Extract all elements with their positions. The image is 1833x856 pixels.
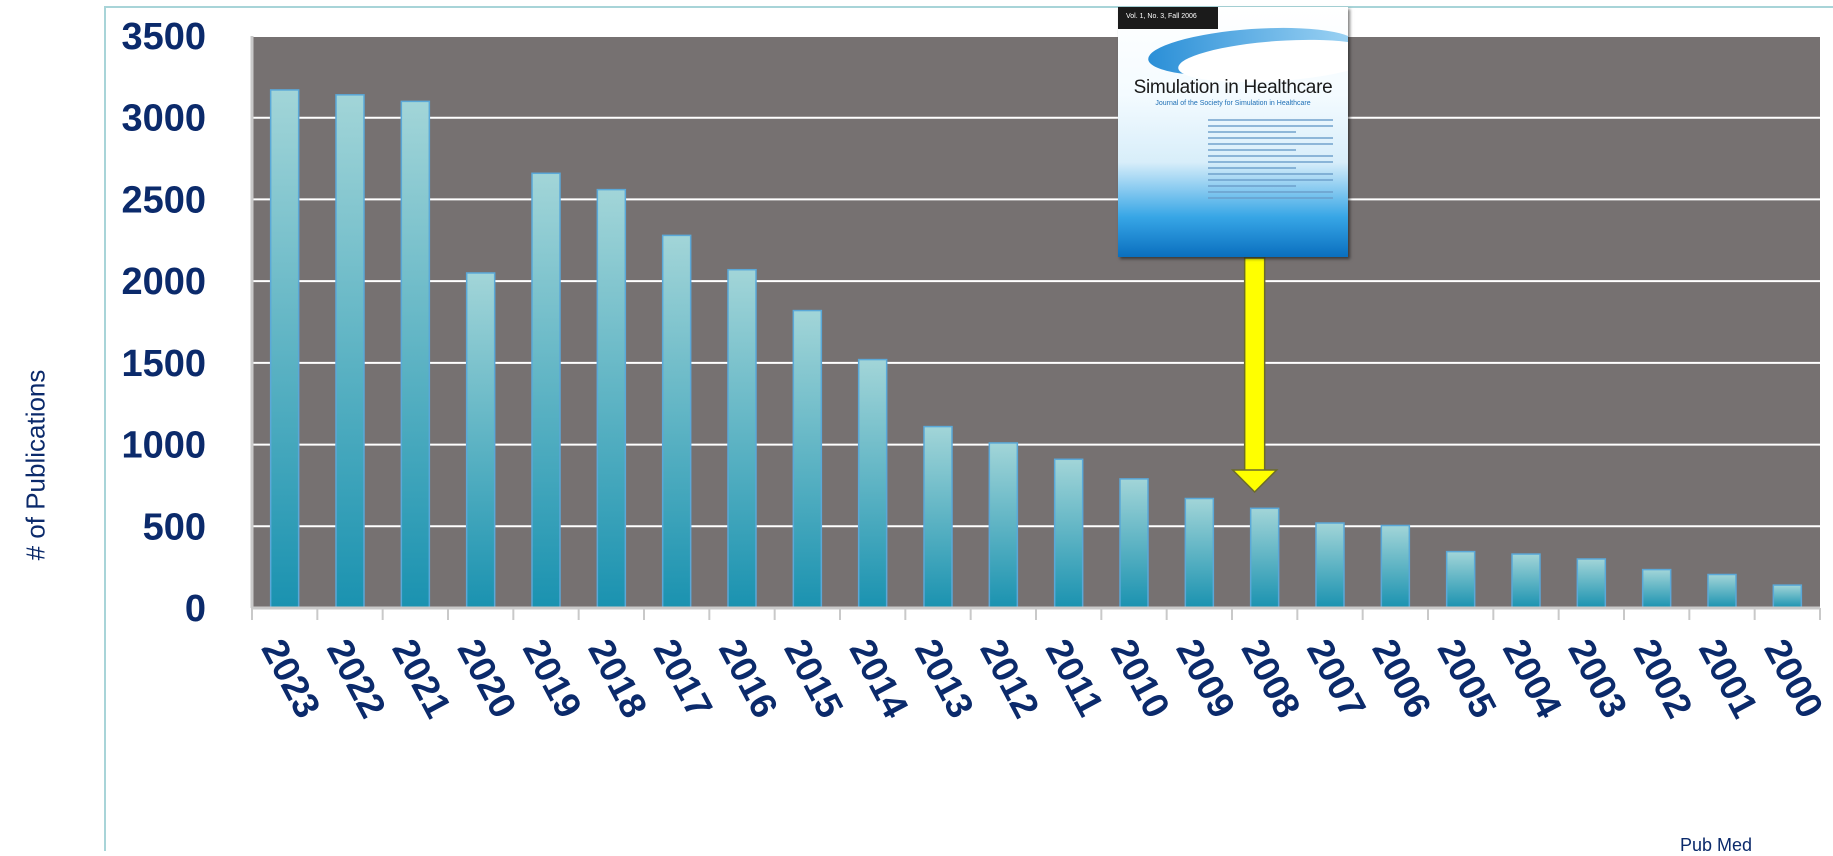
bar-2012 <box>988 442 1019 609</box>
plot-area <box>252 36 1820 608</box>
gridlines <box>252 35 1820 528</box>
x-tick-label: 2015 <box>776 633 851 725</box>
bar-2015 <box>792 309 823 609</box>
bar-2001 <box>1707 573 1737 609</box>
bar-2003 <box>1576 558 1607 609</box>
bar-2008 <box>1249 507 1280 609</box>
bar-2006 <box>1380 524 1411 609</box>
y-tick-label: 0 <box>185 588 206 630</box>
bar-2021 <box>400 100 431 609</box>
x-tick-label: 2008 <box>1234 633 1309 725</box>
x-tick-label: 2022 <box>319 633 394 725</box>
x-tick-label: 2005 <box>1430 633 1505 725</box>
bar-2023 <box>269 89 300 609</box>
annotation-arrow <box>1230 257 1279 494</box>
bar-2017 <box>661 234 692 609</box>
x-tick-label: 2023 <box>254 633 329 725</box>
y-tick-label: 3000 <box>121 98 206 140</box>
journal-cover-image: Vol. 1, No. 3, Fall 2006 Simulation in H… <box>1118 7 1348 257</box>
bar-2016 <box>727 268 757 609</box>
y-tick-label: 2500 <box>121 179 206 221</box>
x-tick-label: 2020 <box>450 633 525 725</box>
bar-2004 <box>1511 553 1541 609</box>
bar-2019 <box>531 172 561 609</box>
cover-header-band: Vol. 1, No. 3, Fall 2006 <box>1118 7 1218 29</box>
y-tick-label: 1000 <box>121 425 206 467</box>
y-tick-label: 3500 <box>121 16 206 58</box>
x-tick-label: 2016 <box>711 633 786 725</box>
y-tick-label: 1500 <box>121 343 206 385</box>
cover-subtitle: Journal of the Society for Simulation in… <box>1155 100 1311 107</box>
bar-2002 <box>1641 568 1672 609</box>
bar-2018 <box>596 188 627 609</box>
x-tick-label: 2012 <box>972 633 1047 725</box>
bar-2010 <box>1119 478 1149 609</box>
cover-text-lines <box>1208 115 1333 203</box>
x-tick-label: 2014 <box>842 633 917 725</box>
x-tick-label: 2017 <box>646 633 721 725</box>
bar-2007 <box>1315 522 1345 609</box>
x-tick-label: 2019 <box>515 633 590 725</box>
x-tick-label: 2010 <box>1103 633 1178 725</box>
arrow-shaft <box>1243 257 1266 473</box>
bar-2000 <box>1772 584 1803 609</box>
bars <box>269 89 1803 609</box>
bar-2013 <box>923 425 953 609</box>
bar-2011 <box>1053 458 1084 609</box>
axes <box>250 36 1821 620</box>
y-tick-label: 2000 <box>121 261 206 303</box>
bar-2022 <box>335 94 365 609</box>
cover-title: Simulation in Healthcare <box>1133 77 1333 98</box>
x-tick-label: 2004 <box>1495 633 1570 725</box>
bar-2014 <box>857 358 888 609</box>
x-tick-label: 2006 <box>1364 633 1439 725</box>
bar-2009 <box>1184 497 1215 609</box>
x-tick-label: 2000 <box>1756 633 1831 725</box>
x-tick-label: 2011 <box>1038 633 1112 723</box>
x-tick-label: 2018 <box>580 633 655 725</box>
bar-2005 <box>1445 550 1476 609</box>
x-tick-label: 2003 <box>1560 633 1635 725</box>
y-tick-labels: 0 500 1000 1500 2000 2500 3000 3500 <box>121 16 206 630</box>
cover-volume: Vol. 1, No. 3, Fall 2006 <box>1126 13 1197 20</box>
x-tick-label: 2001 <box>1691 633 1766 725</box>
chart-frame <box>104 6 1833 851</box>
x-tick-label: 2013 <box>907 633 982 725</box>
arrow-head <box>1230 469 1279 494</box>
bar-2020 <box>465 272 496 609</box>
x-tick-label: 2009 <box>1168 633 1243 725</box>
x-tick-label: 2007 <box>1299 633 1374 725</box>
x-tick-label: 2002 <box>1626 633 1701 725</box>
x-tick-labels: 2023202220212020201920182017201620152014… <box>254 633 1832 725</box>
source-note: Pub Med <box>1680 835 1753 855</box>
x-tick-label: 2021 <box>384 633 459 725</box>
y-tick-label: 500 <box>143 506 206 548</box>
